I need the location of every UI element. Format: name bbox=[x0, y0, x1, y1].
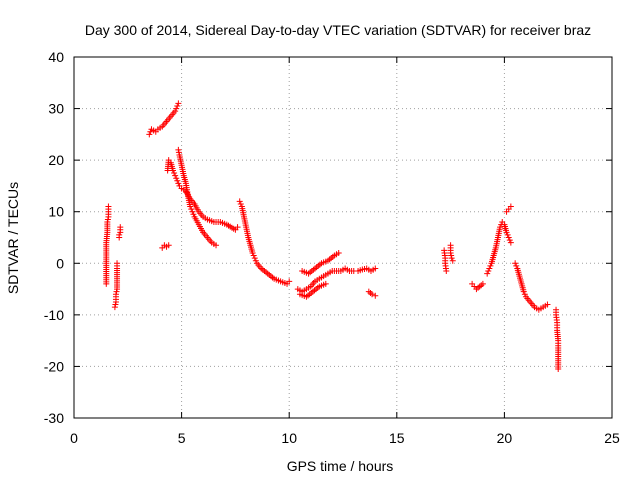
data-point bbox=[504, 231, 511, 238]
data-point bbox=[105, 203, 112, 210]
data-point bbox=[479, 280, 486, 287]
data-point bbox=[486, 265, 493, 272]
data-point bbox=[169, 167, 176, 174]
axis-ticks bbox=[73, 56, 613, 419]
y-axis-label: SDTVAR / TECUs bbox=[5, 182, 21, 294]
x-tick-label: 0 bbox=[70, 430, 78, 446]
data-points bbox=[103, 100, 562, 373]
data-point bbox=[175, 146, 182, 153]
data-point bbox=[112, 291, 119, 298]
data-point bbox=[335, 249, 342, 256]
data-point bbox=[173, 175, 180, 182]
data-point bbox=[507, 239, 514, 246]
data-point bbox=[172, 108, 179, 115]
data-point bbox=[487, 262, 494, 269]
data-point bbox=[236, 198, 243, 205]
data-point bbox=[171, 170, 178, 177]
data-point bbox=[448, 252, 455, 259]
data-point bbox=[512, 260, 519, 267]
grid-lines bbox=[74, 57, 612, 418]
y-tick-label: -10 bbox=[44, 307, 64, 323]
data-point bbox=[213, 242, 220, 249]
data-point bbox=[322, 280, 329, 287]
data-point bbox=[190, 211, 197, 218]
data-point bbox=[104, 219, 111, 226]
x-tick-label: 10 bbox=[281, 430, 297, 446]
data-point bbox=[249, 249, 256, 256]
data-point bbox=[165, 242, 172, 249]
tick-labels: 0 5 10 15 20 25 -30 -20 -10 0 10 20 30 40 bbox=[44, 49, 620, 446]
data-point bbox=[116, 231, 123, 238]
data-point bbox=[111, 304, 118, 311]
data-point bbox=[372, 292, 379, 299]
y-tick-label: -30 bbox=[44, 410, 64, 426]
data-point bbox=[521, 291, 528, 298]
y-tick-label: 0 bbox=[56, 255, 64, 271]
data-point bbox=[172, 172, 179, 179]
data-point bbox=[520, 288, 527, 295]
y-tick-label: 20 bbox=[48, 152, 64, 168]
data-point bbox=[174, 177, 181, 184]
data-point bbox=[173, 105, 180, 112]
data-point bbox=[372, 265, 379, 272]
data-point bbox=[112, 301, 119, 308]
data-point bbox=[146, 131, 153, 138]
data-point bbox=[443, 268, 450, 275]
data-point bbox=[113, 288, 120, 295]
chart-title: Day 300 of 2014, Sidereal Day-to-day VTE… bbox=[85, 22, 591, 38]
data-point bbox=[513, 262, 520, 269]
data-point bbox=[250, 252, 257, 259]
x-tick-label: 20 bbox=[497, 430, 513, 446]
data-point bbox=[189, 208, 196, 215]
data-point bbox=[175, 149, 182, 156]
x-tick-label: 25 bbox=[604, 430, 620, 446]
data-point bbox=[485, 268, 492, 275]
data-point bbox=[286, 278, 293, 285]
data-point bbox=[503, 229, 510, 236]
data-point bbox=[251, 255, 258, 262]
data-point bbox=[555, 366, 562, 373]
data-point bbox=[505, 234, 512, 241]
data-point bbox=[484, 270, 491, 277]
data-point bbox=[175, 180, 182, 187]
y-tick-label: 10 bbox=[48, 204, 64, 220]
x-tick-label: 15 bbox=[389, 430, 405, 446]
y-tick-label: 30 bbox=[48, 101, 64, 117]
data-point bbox=[175, 100, 182, 107]
data-point bbox=[447, 249, 454, 256]
data-point bbox=[234, 224, 241, 231]
y-tick-label: -20 bbox=[44, 358, 64, 374]
data-point bbox=[117, 224, 124, 231]
x-axis-label: GPS time / hours bbox=[287, 458, 394, 474]
data-point bbox=[237, 200, 244, 207]
data-point bbox=[506, 237, 513, 244]
data-point bbox=[147, 128, 154, 135]
y-tick-label: 40 bbox=[48, 49, 64, 65]
data-point bbox=[188, 206, 195, 213]
data-point bbox=[174, 102, 181, 109]
data-point bbox=[114, 260, 121, 267]
data-point bbox=[507, 203, 514, 210]
data-point bbox=[369, 291, 376, 298]
data-point bbox=[497, 224, 504, 231]
data-point bbox=[544, 301, 551, 308]
data-point bbox=[104, 216, 111, 223]
x-tick-label: 5 bbox=[178, 430, 186, 446]
data-point bbox=[252, 257, 259, 264]
data-point bbox=[187, 203, 194, 210]
plot-frame bbox=[73, 56, 613, 419]
data-point bbox=[448, 255, 455, 262]
data-point bbox=[449, 257, 456, 264]
